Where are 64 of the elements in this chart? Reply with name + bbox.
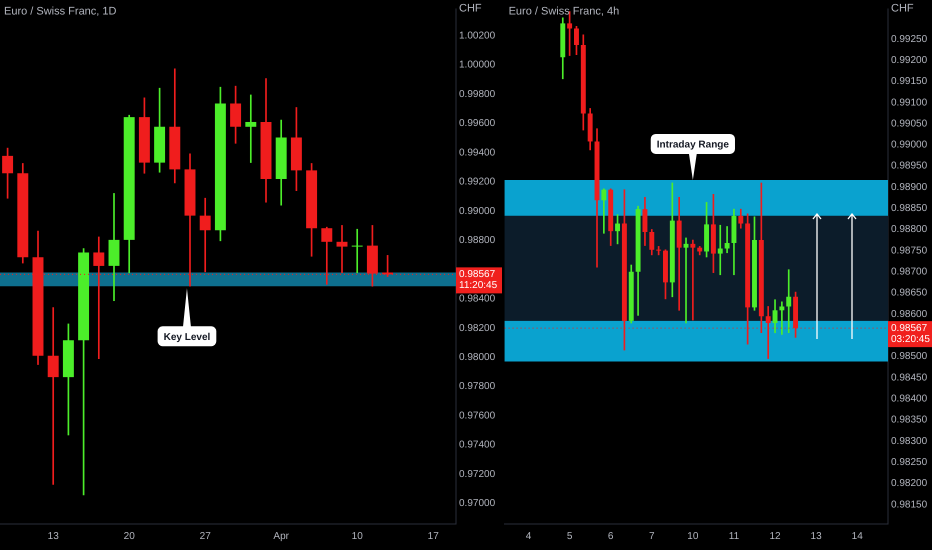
- y-tick-label: 0.97600: [459, 410, 496, 422]
- y-tick-label: 1.00000: [459, 60, 496, 71]
- y-tick-label: 0.99200: [891, 54, 928, 66]
- y-tick-label: 0.99600: [459, 118, 496, 130]
- x-tick-label: Apr: [273, 530, 290, 542]
- y-tick-label: 0.99150: [891, 76, 928, 88]
- y-tick-label: 0.98600: [891, 308, 928, 320]
- y-tick-label: 0.99100: [891, 97, 928, 108]
- y-tick-label: 0.98150: [891, 499, 928, 510]
- y-tick-label: 0.98500: [891, 351, 928, 362]
- x-tick-label: 13: [810, 530, 822, 542]
- y-tick-label: 0.99250: [891, 34, 928, 45]
- y-axis-title: CHF: [891, 2, 914, 15]
- x-tick-label: 17: [428, 530, 440, 542]
- y-tick-label: 0.99000: [891, 140, 928, 151]
- y-tick-label: 0.97200: [459, 468, 496, 480]
- y-tick-label: 0.97000: [459, 498, 496, 510]
- chart-title: Euro / Swiss Franc, 4h: [508, 6, 620, 18]
- y-tick-label: 0.98750: [891, 245, 928, 256]
- y-tick-label: 0.98450: [891, 372, 928, 384]
- y-tick-label: 0.98950: [891, 160, 928, 172]
- x-tick-label: 6: [608, 530, 614, 542]
- x-tick-label: 27: [200, 530, 212, 542]
- y-tick-label: 0.98200: [459, 322, 496, 334]
- y-tick-label: 0.99050: [891, 118, 928, 130]
- annotation: Intraday Range: [656, 140, 730, 151]
- x-tick-label: 20: [124, 530, 136, 542]
- ref-line-label: 0.98567 11:20:45: [459, 269, 498, 292]
- candlestick: [684, 238, 688, 324]
- y-tick-label: 0.98000: [459, 352, 496, 364]
- x-tick-label: 10: [687, 530, 699, 542]
- x-tick-label: 10: [352, 530, 364, 542]
- y-tick-label: 0.97800: [459, 381, 496, 392]
- x-tick-label: 13: [48, 530, 60, 542]
- x-tick-label: 5: [566, 530, 573, 542]
- y-tick-label: 0.99000: [459, 206, 496, 217]
- annotation: Key Level: [164, 332, 211, 343]
- y-tick-label: 0.99200: [459, 176, 496, 188]
- y-tick-label: 0.98650: [891, 288, 928, 299]
- candlestick: [108, 193, 120, 302]
- y-tick-label: 0.98350: [891, 414, 928, 426]
- ref-line-label: 0.98567 03:20:45: [891, 322, 930, 345]
- y-tick-label: 0.98400: [459, 294, 496, 305]
- y-axis-title: CHF: [459, 2, 482, 15]
- y-tick-label: 0.98250: [891, 456, 928, 468]
- x-tick-label: 4: [526, 530, 532, 542]
- y-tick-label: 0.98200: [891, 478, 928, 490]
- y-tick-label: 0.98800: [891, 224, 928, 236]
- x-tick-label: 11: [728, 530, 740, 542]
- chart-title: Euro / Swiss Franc, 1D: [4, 6, 117, 18]
- y-tick-label: 0.97400: [459, 440, 496, 451]
- y-tick-label: 0.98850: [891, 203, 928, 214]
- y-tick-label: 1.00200: [459, 30, 496, 42]
- y-tick-label: 0.99400: [459, 147, 496, 158]
- x-tick-label: 7: [649, 530, 656, 542]
- x-tick-label: 14: [852, 530, 864, 542]
- y-tick-label: 0.98900: [891, 182, 928, 193]
- y-tick-label: 0.98800: [459, 235, 496, 246]
- x-tick-label: 12: [769, 530, 782, 542]
- y-tick-label: 0.99800: [459, 88, 496, 100]
- y-tick-label: 0.98400: [891, 393, 928, 404]
- candlestick: [336, 225, 348, 274]
- y-tick-label: 0.98300: [891, 436, 928, 447]
- y-tick-label: 0.98700: [891, 266, 928, 278]
